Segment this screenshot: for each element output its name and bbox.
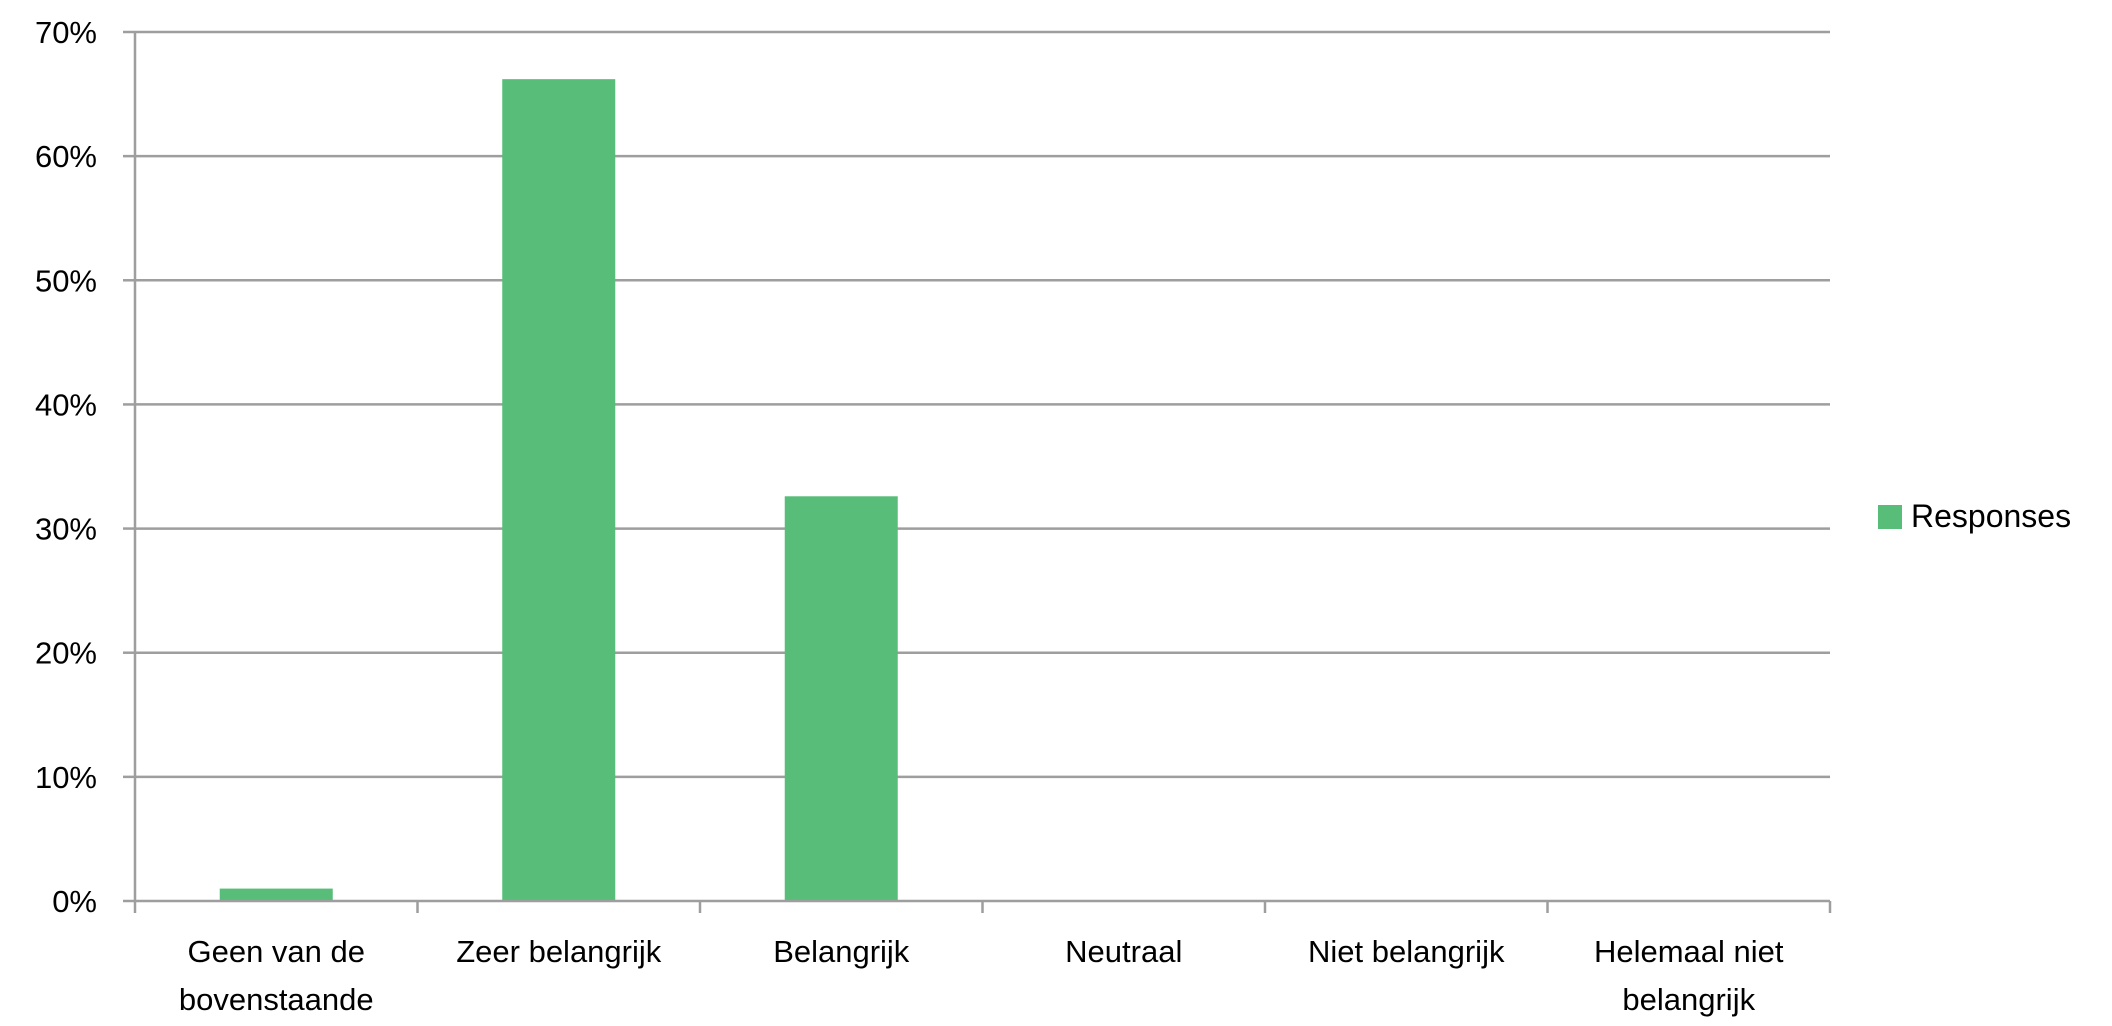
x-tick-label: Niet belangrijk [1308,934,1505,969]
gridlines [135,30,1830,779]
x-tick-label: Neutraal [1065,934,1182,969]
x-tick-label-line: Niet belangrijk [1308,934,1505,969]
y-axis-tick-labels: 0% 10% 20% 30% 40% 50% 60% 70% [35,15,97,919]
y-tick-label: 20% [35,636,97,671]
y-tick-label: 50% [35,263,97,298]
y-tick-label: 0% [52,884,97,919]
y-tick-label: 40% [35,387,97,422]
x-tick-label: Helemaal niet belangrijk [1594,934,1784,1017]
x-tick-label: Belangrijk [773,934,910,969]
x-tick-label-line: Helemaal niet [1594,934,1784,969]
x-tick-label-line: Zeer belangrijk [456,934,662,969]
x-tick-label: Zeer belangrijk [456,934,662,969]
y-tick-label: 10% [35,760,97,795]
x-tick-label-line: bovenstaande [179,982,374,1017]
x-tick-label-line: belangrijk [1622,982,1755,1017]
x-tick-label-line: Neutraal [1065,934,1182,969]
legend-swatch-responses [1878,505,1902,529]
x-axis [123,30,1832,913]
bars [219,79,898,901]
x-tick-label: Geen van de bovenstaande [179,934,374,1017]
legend: Responses [1878,498,2071,534]
bar [784,496,898,901]
x-axis-tick-labels: Geen van de bovenstaande Zeer belangrijk Be… [179,934,1784,1017]
y-tick-label: 60% [35,139,97,174]
bar [502,79,616,901]
y-tick-label: 70% [35,15,97,50]
bar [219,888,333,901]
x-tick-label-line: Geen van de [187,934,365,969]
y-tick-label: 30% [35,512,97,547]
legend-label-responses: Responses [1911,498,2071,534]
x-tick-label-line: Belangrijk [773,934,910,969]
